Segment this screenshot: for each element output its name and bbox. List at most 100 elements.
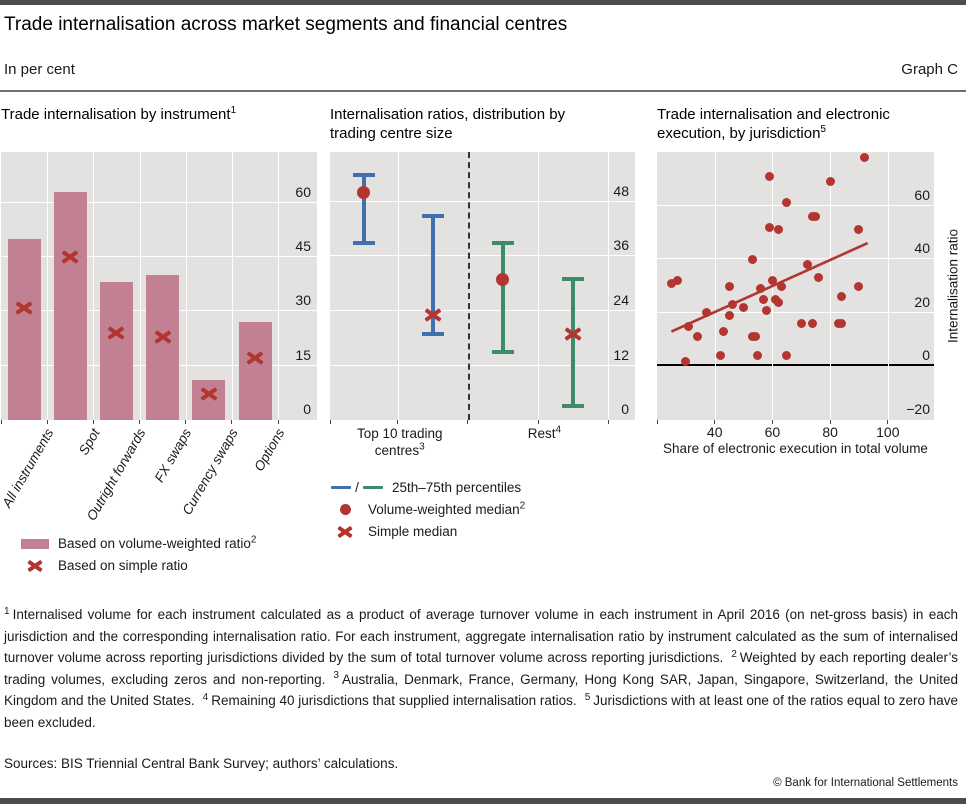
gridline-vertical	[608, 152, 610, 420]
gridline-vertical	[397, 152, 399, 420]
scatter-point	[724, 281, 734, 291]
y-tick-label: 15	[295, 346, 311, 363]
scatter-point	[762, 305, 772, 315]
legend-item: / 25th–75th percentiles	[328, 480, 644, 495]
percentile-range-line	[430, 215, 435, 334]
gridline-horizontal	[330, 200, 635, 202]
scatter-point	[715, 351, 725, 361]
y-tick-label: 60	[914, 186, 930, 203]
y-tick-label: 0	[922, 347, 930, 364]
category-label: Options	[250, 426, 288, 474]
superscript: 2	[519, 500, 526, 512]
percentile-cap	[491, 240, 514, 245]
scatter-point	[718, 327, 728, 337]
footnote-number: 5	[584, 691, 591, 703]
y-tick-label: 0	[303, 401, 311, 417]
x-axis-tick	[0, 420, 2, 424]
legend-label: Based on volume-weighted ratio2	[58, 534, 257, 551]
scatter-point	[782, 198, 792, 208]
scatter-point	[854, 281, 864, 291]
simple-ratio-x-marker	[108, 326, 124, 340]
green-line-icon	[362, 485, 383, 490]
header-rule	[0, 90, 966, 92]
footnote-text: Internalised volume for each instrument …	[4, 607, 958, 665]
x-tick-label: 100	[876, 424, 900, 440]
panel-title-scatter-chart: Trade internalisation and electronic exec…	[657, 100, 966, 152]
legend-item: Based on volume-weighted ratio2	[18, 534, 322, 551]
scatter-point	[747, 254, 757, 264]
x-axis-tick	[139, 420, 141, 424]
group-label-line: Rest4	[527, 424, 562, 441]
scatter-point	[782, 351, 792, 361]
footnote-number: 2	[731, 648, 737, 660]
legend-symbol-swatch	[18, 538, 52, 549]
scatter-point	[692, 332, 702, 342]
top-window-bar	[0, 0, 966, 5]
volume-weighted-median-dot	[496, 272, 510, 286]
x-tick-label-row: 40 60 80 100	[657, 420, 934, 440]
group-divider-dashed	[467, 152, 470, 420]
legend: / 25th–75th percentiles Volume-weighted m…	[328, 480, 644, 539]
scatter-point	[756, 284, 766, 294]
page-title: Trade internalisation across market segm…	[4, 14, 568, 35]
bar-spot	[53, 191, 87, 420]
x-axis-tick	[771, 420, 773, 424]
scatter-point	[802, 260, 812, 270]
x-marker-icon	[28, 560, 42, 572]
x-axis-tick	[829, 420, 831, 424]
group-label-line: centres3	[374, 441, 425, 458]
bar-swatch-icon	[21, 538, 49, 549]
zero-line	[657, 364, 934, 367]
x-axis-tick	[714, 420, 716, 424]
bar-fx-swaps	[146, 275, 180, 420]
legend-label: 25th–75th percentiles	[392, 480, 522, 495]
group-label-line: Top 10 trading	[356, 426, 443, 441]
units-label: In per cent	[4, 61, 75, 78]
x-tick-label: 60	[764, 424, 781, 440]
scatter-point	[701, 308, 711, 318]
bar-all-instruments	[7, 238, 41, 420]
percentile-range-line	[500, 242, 505, 352]
legend-label: Simple median	[368, 524, 458, 539]
gridline-horizontal	[657, 311, 934, 313]
gridline-vertical	[278, 152, 280, 420]
scatter-point	[776, 281, 786, 291]
percentile-cap	[421, 331, 444, 336]
panel-internalisation-vs-electronic-execution: Trade internalisation and electronic exec…	[644, 100, 966, 580]
y-tick-label: 20	[914, 293, 930, 310]
scatter-point	[808, 319, 818, 329]
category-label: FX swaps	[152, 426, 195, 485]
panel-title-bar-chart: Trade internalisation by instrument1	[1, 100, 322, 152]
panel-title-line: execution, by jurisdiction5	[657, 124, 826, 143]
legend-item: Simple median	[328, 524, 644, 539]
percentile-cap	[562, 277, 585, 282]
scatter-point	[684, 321, 694, 331]
scatter-point	[724, 310, 734, 320]
panel-title-line: trading centre size	[330, 125, 453, 142]
gridline-horizontal	[657, 204, 934, 206]
legend-label: Volume-weighted median2	[368, 500, 526, 517]
scatter-point	[759, 294, 769, 304]
scatter-point	[860, 152, 870, 162]
panel-internalisation-by-instrument: Trade internalisation by instrument1 0 15 3…	[0, 100, 322, 580]
footnote-text: Weighted by each reporting dealer’s trad…	[4, 650, 959, 687]
legend-item: Based on simple ratio	[18, 558, 322, 573]
group-label: Rest4	[464, 425, 624, 442]
y-tick-label: 40	[914, 240, 930, 257]
scatter-point	[854, 225, 864, 235]
x-axis-tick	[277, 420, 279, 424]
legend-symbol-x	[328, 526, 362, 538]
gridline-vertical	[538, 152, 540, 420]
footnote-number: 1	[4, 605, 10, 617]
percentile-range-line	[361, 174, 366, 243]
scatter-point	[796, 319, 806, 329]
bottom-window-bar	[0, 798, 966, 804]
gridline-horizontal	[330, 255, 635, 257]
y-tick-label: 48	[613, 182, 629, 199]
superscript: 3	[419, 441, 425, 453]
scatter-point	[750, 332, 760, 342]
plot-scatter-chart: −20 0 20 40 60 Internalisation ratio	[656, 152, 961, 424]
category-label-area: All instruments Spot Outright forwards FX s…	[0, 420, 322, 532]
scatter-point	[814, 273, 824, 283]
footnote-number: 4	[202, 691, 209, 703]
